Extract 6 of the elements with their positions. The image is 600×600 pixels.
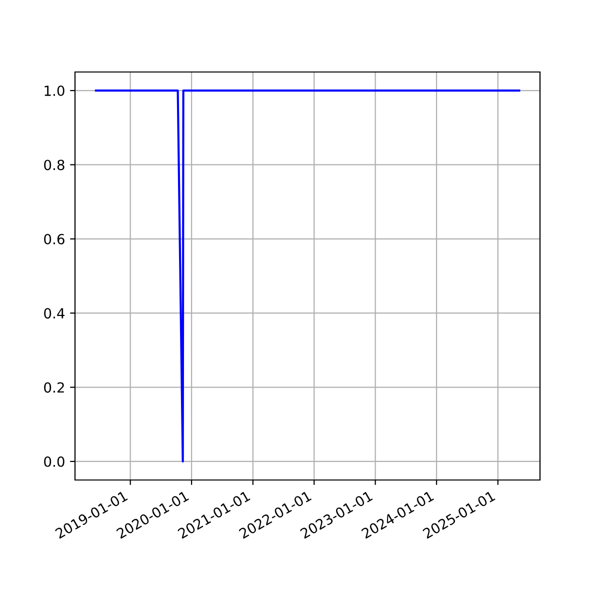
y-tick-label: 0.2	[44, 382, 64, 393]
y-tick-label: 0.0	[44, 456, 64, 467]
y-tick-label: 0.8	[44, 160, 64, 170]
y-tick-label: 0.4	[44, 308, 64, 319]
y-tick-label: 0.6	[44, 234, 64, 244]
y-tick-label: 1.0	[44, 86, 64, 96]
